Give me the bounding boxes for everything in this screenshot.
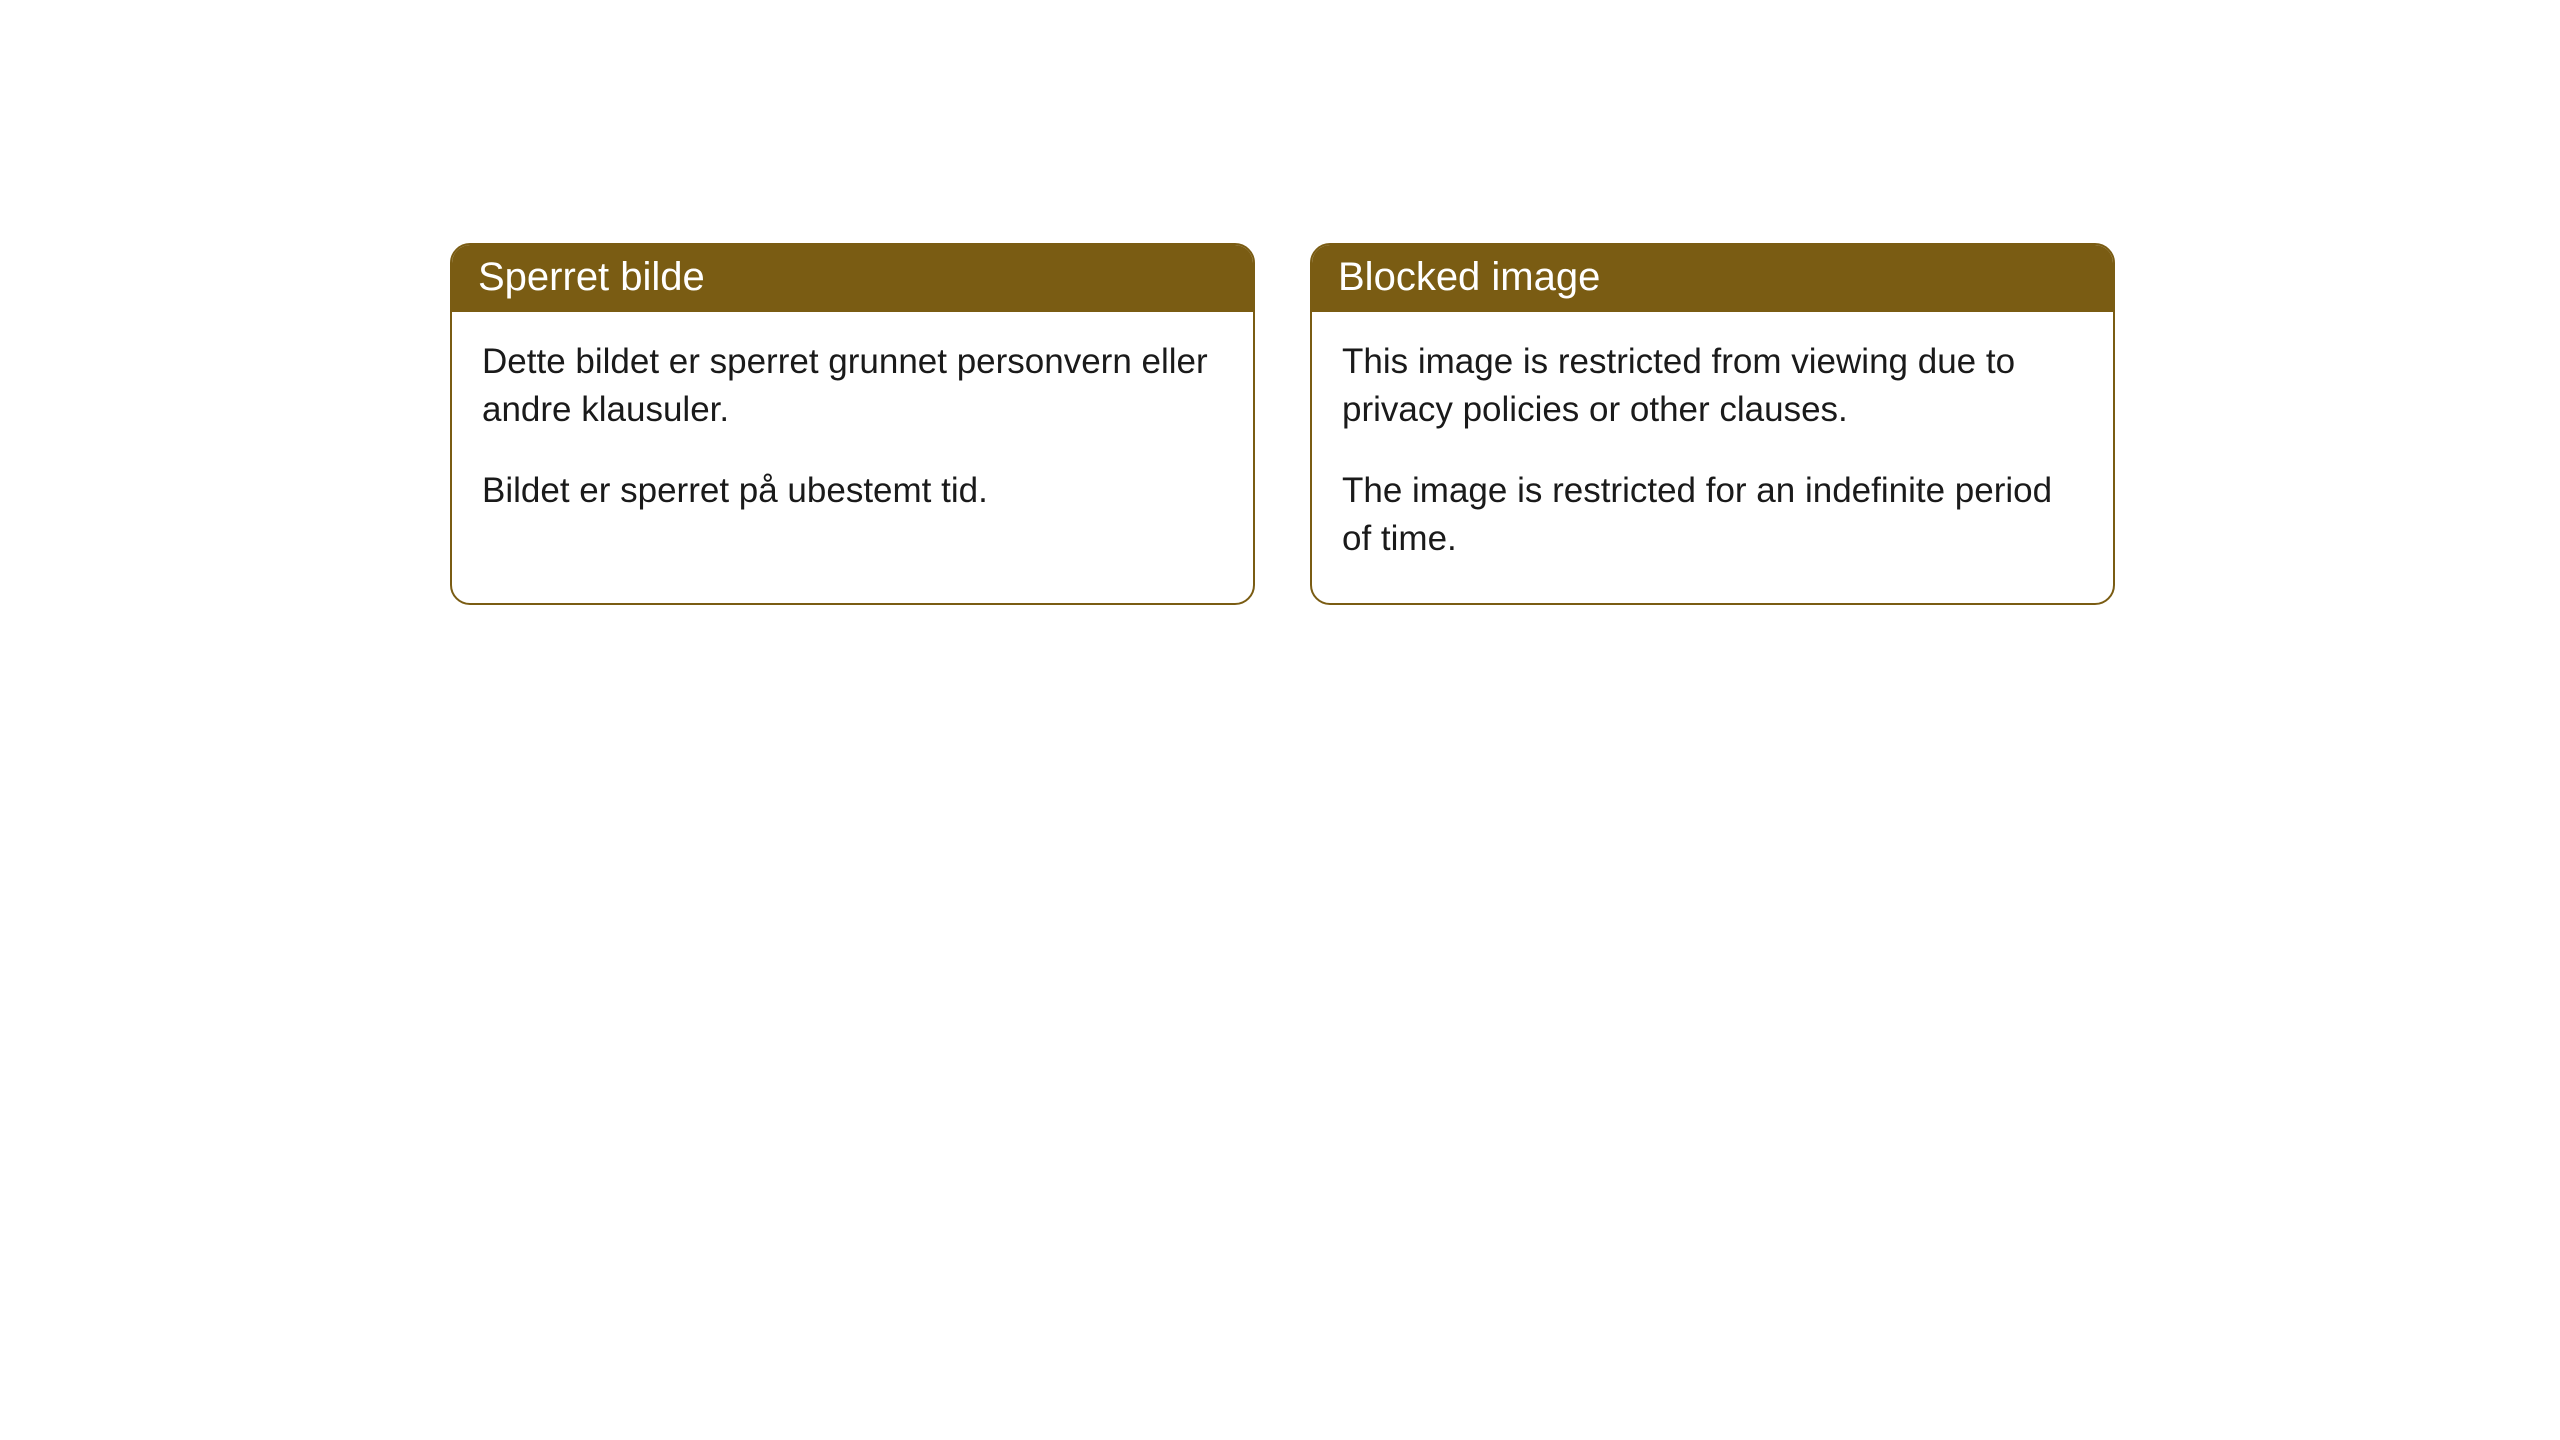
card-header: Blocked image xyxy=(1312,245,2113,312)
notice-card-norwegian: Sperret bilde Dette bildet er sperret gr… xyxy=(450,243,1255,605)
card-paragraph: This image is restricted from viewing du… xyxy=(1342,338,2083,435)
card-body: This image is restricted from viewing du… xyxy=(1312,312,2113,603)
notice-container: Sperret bilde Dette bildet er sperret gr… xyxy=(0,0,2560,605)
card-header: Sperret bilde xyxy=(452,245,1253,312)
card-title: Blocked image xyxy=(1338,255,1600,299)
notice-card-english: Blocked image This image is restricted f… xyxy=(1310,243,2115,605)
card-paragraph: Bildet er sperret på ubestemt tid. xyxy=(482,467,1223,515)
card-paragraph: Dette bildet er sperret grunnet personve… xyxy=(482,338,1223,435)
card-title: Sperret bilde xyxy=(478,255,705,299)
card-paragraph: The image is restricted for an indefinit… xyxy=(1342,467,2083,564)
card-body: Dette bildet er sperret grunnet personve… xyxy=(452,312,1253,555)
